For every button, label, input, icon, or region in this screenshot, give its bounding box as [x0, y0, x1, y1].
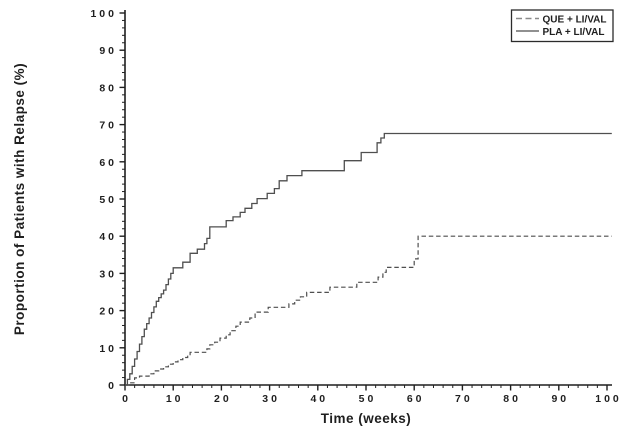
y-tick-label: 50: [99, 194, 117, 206]
series-line-que-li-val: [125, 235, 612, 386]
x-tick-label: 100: [595, 393, 622, 405]
x-tick-label: 60: [407, 393, 425, 405]
x-tick-label: 90: [551, 393, 569, 405]
y-tick-label: 40: [99, 231, 117, 243]
y-axis-title: Proportion of Patients with Relapse (%): [12, 63, 27, 335]
y-tick-label: 90: [99, 45, 117, 57]
y-tick-label: 0: [108, 380, 117, 392]
x-tick-label: 80: [503, 393, 521, 405]
x-tick-label: 70: [455, 393, 473, 405]
x-tick-label: 40: [310, 393, 328, 405]
x-tick-label: 0: [122, 393, 131, 405]
x-tick-label: 20: [214, 393, 232, 405]
y-tick-label: 10: [99, 343, 117, 355]
x-tick-label: 50: [359, 393, 377, 405]
y-tick-label: 30: [99, 268, 117, 280]
x-axis-title: Time (weeks): [321, 411, 412, 426]
series-line-pla-li-val: [125, 132, 612, 386]
legend-box: [510, 9, 614, 43]
y-tick-label: 70: [99, 120, 117, 132]
y-tick-label: 60: [99, 157, 117, 169]
legend: QUE + LI/VAL PLA + LI/VAL: [510, 9, 614, 43]
legend-item-label: PLA + LI/VAL: [543, 27, 605, 38]
x-tick-label: 10: [166, 393, 184, 405]
y-tick-label: 80: [99, 82, 117, 94]
y-tick-label: 100: [90, 8, 117, 20]
y-tick-label: 20: [99, 306, 117, 318]
x-tick-label: 30: [262, 393, 280, 405]
legend-item-label: QUE + LI/VAL: [543, 14, 607, 25]
